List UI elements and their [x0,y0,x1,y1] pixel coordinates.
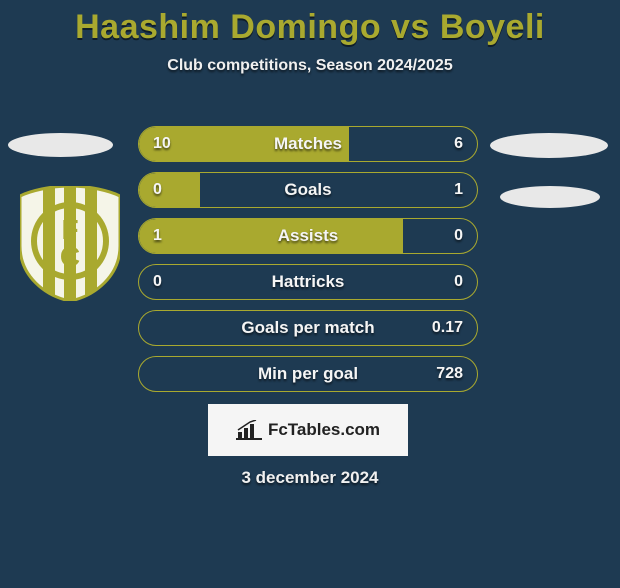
subtitle: Club competitions, Season 2024/2025 [0,57,620,75]
bar-label: Hattricks [139,265,477,299]
bar-value-right: 6 [454,127,463,161]
bar-label: Goals per match [139,311,477,345]
player-left-shadow [8,133,113,157]
stat-bar: 0Hattricks0 [138,264,478,300]
page-title: Haashim Domingo vs Boyeli [0,8,620,47]
attribution-text: FcTables.com [268,420,380,440]
bar-label: Goals [139,173,477,207]
attribution-chart-icon [236,420,262,440]
bar-value-right: 1 [454,173,463,207]
bar-value-right: 0 [454,219,463,253]
stat-bar: Goals per match0.17 [138,310,478,346]
club-badge-icon: F C [20,186,120,301]
stat-bar: 0Goals1 [138,172,478,208]
date-text: 3 december 2024 [0,468,620,488]
svg-text:C: C [60,241,80,272]
bar-value-right: 0.17 [432,311,463,345]
bar-value-right: 0 [454,265,463,299]
player-right-shadow-1 [490,133,608,158]
stat-bar: 1Assists0 [138,218,478,254]
bars-container: 10Matches60Goals11Assists00Hattricks0Goa… [138,126,478,402]
attribution-badge: FcTables.com [208,404,408,456]
bar-label: Assists [139,219,477,253]
bar-label: Matches [139,127,477,161]
bar-label: Min per goal [139,357,477,391]
bar-value-right: 728 [436,357,463,391]
player-right-shadow-2 [500,186,600,208]
stat-bar: Min per goal728 [138,356,478,392]
stat-bar: 10Matches6 [138,126,478,162]
